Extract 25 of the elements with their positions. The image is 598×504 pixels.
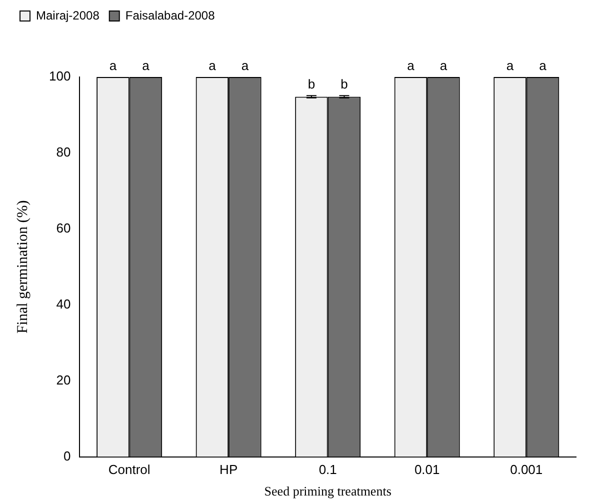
data-label: b: [308, 76, 316, 92]
data-label: a: [109, 58, 118, 74]
y-axis-title: Final germination (%): [14, 200, 31, 334]
x-tick-label: 0.001: [510, 462, 543, 478]
data-label: a: [208, 58, 217, 74]
y-tick-label: 60: [56, 220, 71, 236]
data-label: b: [340, 76, 348, 92]
x-tick-label: HP: [220, 462, 238, 478]
legend-label: Faisalabad-2008: [125, 8, 216, 22]
data-label: a: [407, 58, 416, 74]
data-label: a: [440, 58, 448, 74]
data-label: a: [539, 58, 548, 74]
data-label: a: [506, 58, 514, 74]
y-tick-label: 80: [56, 144, 71, 160]
y-tick-label: 100: [48, 68, 71, 84]
data-label: a: [241, 58, 250, 74]
y-tick-label: 0: [63, 448, 71, 464]
y-tick-label: 20: [56, 372, 71, 388]
x-tick-label: 0.01: [414, 462, 440, 478]
data-label: a: [142, 58, 150, 74]
y-tick-label: 40: [56, 296, 71, 312]
x-tick-label: Control: [108, 462, 150, 478]
x-tick-label: 0.1: [318, 462, 337, 478]
x-axis-title: Seed priming treatments: [264, 484, 392, 499]
legend-label: Mairaj-2008: [36, 8, 100, 22]
